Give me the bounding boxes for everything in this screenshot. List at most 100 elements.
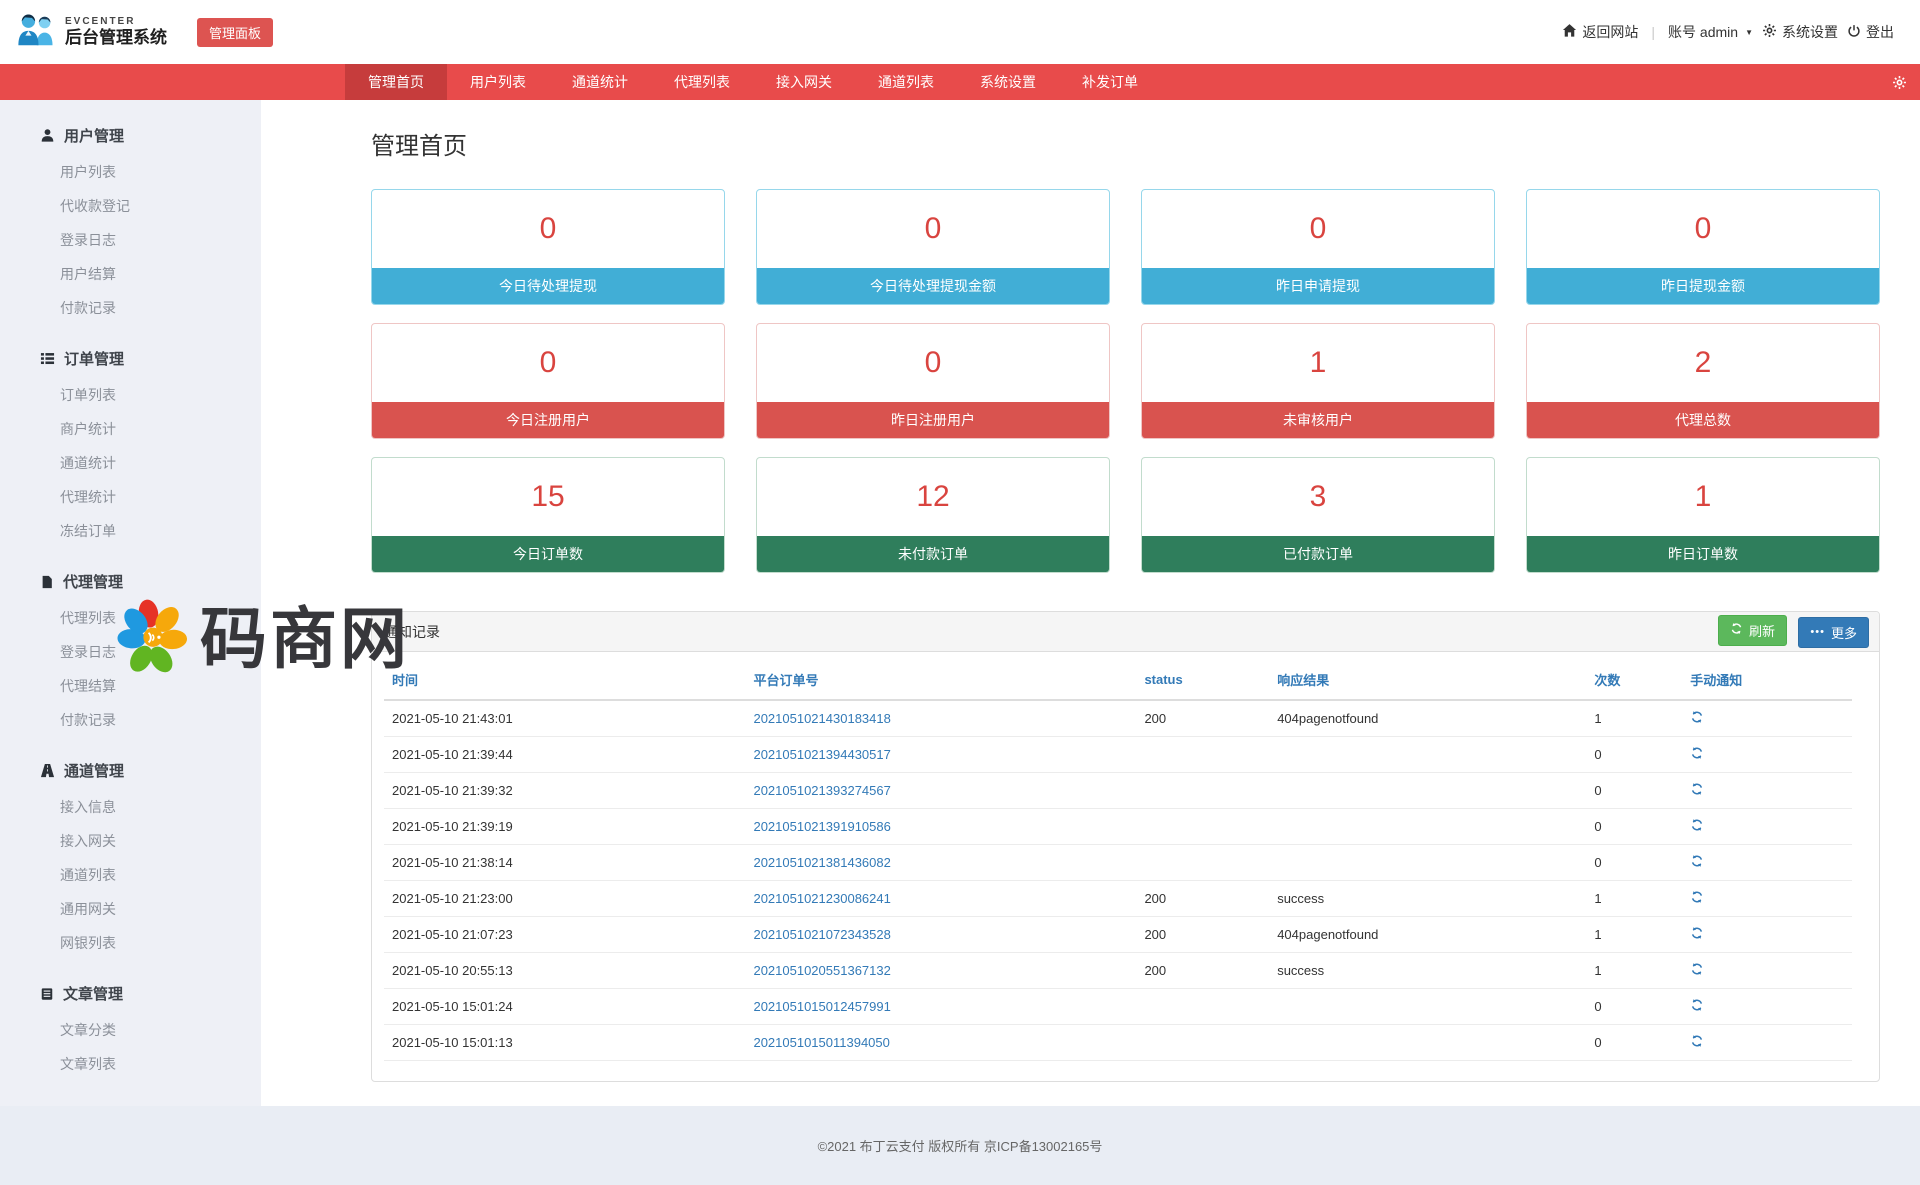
stat-card-value: 0 xyxy=(539,346,557,379)
account-menu[interactable]: 账号 admin ▼ xyxy=(1668,24,1753,40)
sidebar-section-header-3[interactable]: 通道管理 xyxy=(0,751,261,790)
sidebar-item-1-0[interactable]: 订单列表 xyxy=(60,387,116,403)
system-settings-link[interactable]: 系统设置 xyxy=(1762,22,1838,42)
sidebar-item-2-0[interactable]: 代理列表 xyxy=(60,610,116,626)
sidebar-section-header-4[interactable]: 文章管理 xyxy=(0,974,261,1013)
order-number-link[interactable]: 2021051015012457991 xyxy=(753,999,891,1014)
order-number-link[interactable]: 2021051021072343528 xyxy=(753,927,891,942)
stat-card-2-2[interactable]: 3 已付款订单 xyxy=(1141,457,1495,573)
cell-status: 200 xyxy=(1136,700,1270,737)
main-content: 管理首页 0 今日待处理提现 0 今日待处理提现金额 0 昨日申请提现 0 昨日提现金额 0 今日… xyxy=(261,100,1920,1106)
cell-manual-notify xyxy=(1682,880,1852,917)
order-number-link[interactable]: 2021051021230086241 xyxy=(753,891,891,906)
manual-notify-refresh-icon[interactable] xyxy=(1690,710,1704,724)
nav-tab-7[interactable]: 补发订单 xyxy=(1082,74,1138,90)
manual-notify-refresh-icon[interactable] xyxy=(1690,998,1704,1012)
sidebar-item-3-4[interactable]: 网银列表 xyxy=(60,935,116,951)
manual-notify-refresh-icon[interactable] xyxy=(1690,926,1704,940)
sidebar-item-2-1[interactable]: 登录日志 xyxy=(60,644,116,660)
cell-status xyxy=(1136,736,1270,773)
stat-card-1-0[interactable]: 0 今日注册用户 xyxy=(371,323,725,439)
sidebar-item-0-0[interactable]: 用户列表 xyxy=(60,164,116,180)
stat-card-2-3[interactable]: 1 昨日订单数 xyxy=(1526,457,1880,573)
sidebar-item-4-0[interactable]: 文章分类 xyxy=(60,1022,116,1038)
sidebar-item-0-2[interactable]: 登录日志 xyxy=(60,232,116,248)
nav-tab-2[interactable]: 通道统计 xyxy=(572,74,628,90)
stat-card-0-3[interactable]: 0 昨日提现金额 xyxy=(1526,189,1880,305)
sidebar-item-4-1[interactable]: 文章列表 xyxy=(60,1056,116,1072)
cell-manual-notify xyxy=(1682,988,1852,1025)
cell-order-no: 2021051021072343528 xyxy=(745,916,1137,953)
more-button[interactable]: ••• 更多 xyxy=(1798,617,1869,649)
cell-manual-notify xyxy=(1682,736,1852,773)
sidebar-item-1-4[interactable]: 冻结订单 xyxy=(60,523,116,539)
cell-status xyxy=(1136,808,1270,845)
order-number-link[interactable]: 2021051021394430517 xyxy=(753,747,891,762)
order-number-link[interactable]: 2021051015011394050 xyxy=(753,1035,890,1050)
sidebar-item-0-4[interactable]: 付款记录 xyxy=(60,300,116,316)
stat-card-0-2[interactable]: 0 昨日申请提现 xyxy=(1141,189,1495,305)
sidebar-item-3-1[interactable]: 接入网关 xyxy=(60,833,116,849)
nav-tab-5[interactable]: 通道列表 xyxy=(878,74,934,90)
sidebar-section-header-1[interactable]: 订单管理 xyxy=(0,339,261,378)
order-number-link[interactable]: 2021051020551367132 xyxy=(753,963,891,978)
column-header-4[interactable]: 次数 xyxy=(1586,660,1683,701)
stat-card-label: 代理总数 xyxy=(1527,402,1879,438)
stat-card-0-0[interactable]: 0 今日待处理提现 xyxy=(371,189,725,305)
article-icon xyxy=(40,987,54,1001)
cell-time: 2021-05-10 21:43:01 xyxy=(384,700,746,737)
nav-tab-1[interactable]: 用户列表 xyxy=(470,74,526,90)
stat-card-value: 1 xyxy=(1694,480,1712,513)
manual-notify-refresh-icon[interactable] xyxy=(1690,782,1704,796)
notify-records-panel: 通知记录 刷新 ••• 更多 xyxy=(371,611,1880,1082)
cell-time: 2021-05-10 21:23:00 xyxy=(384,880,746,917)
column-header-1[interactable]: 平台订单号 xyxy=(745,660,1137,701)
stat-card-0-1[interactable]: 0 今日待处理提现金额 xyxy=(756,189,1110,305)
sidebar-item-1-1[interactable]: 商户统计 xyxy=(60,421,116,437)
sidebar-item-2-2[interactable]: 代理结算 xyxy=(60,678,116,694)
sidebar-item-0-3[interactable]: 用户结算 xyxy=(60,266,116,282)
refresh-button[interactable]: 刷新 xyxy=(1717,614,1787,646)
sidebar-item-3-3[interactable]: 通用网关 xyxy=(60,901,116,917)
stat-card-2-1[interactable]: 12 未付款订单 xyxy=(756,457,1110,573)
manual-notify-refresh-icon[interactable] xyxy=(1690,1034,1704,1048)
manual-notify-refresh-icon[interactable] xyxy=(1690,890,1704,904)
sidebar-item-1-3[interactable]: 代理统计 xyxy=(60,489,116,505)
order-number-link[interactable]: 2021051021430183418 xyxy=(753,711,891,726)
stat-card-1-2[interactable]: 1 未审核用户 xyxy=(1141,323,1495,439)
manual-notify-refresh-icon[interactable] xyxy=(1690,854,1704,868)
manual-notify-refresh-icon[interactable] xyxy=(1690,818,1704,832)
admin-panel-badge[interactable]: 管理面板 xyxy=(197,17,274,47)
sidebar-item-3-0[interactable]: 接入信息 xyxy=(60,799,116,815)
order-number-link[interactable]: 2021051021393274567 xyxy=(753,783,891,798)
sidebar-item-3-2[interactable]: 通道列表 xyxy=(60,867,116,883)
stat-card-1-1[interactable]: 0 昨日注册用户 xyxy=(756,323,1110,439)
cell-time: 2021-05-10 20:55:13 xyxy=(384,952,746,989)
stat-card-2-0[interactable]: 15 今日订单数 xyxy=(371,457,725,573)
cell-order-no: 2021051021430183418 xyxy=(745,700,1137,737)
column-header-0[interactable]: 时间 xyxy=(384,660,746,701)
back-to-site-link[interactable]: 返回网站 xyxy=(1562,22,1638,42)
stat-card-1-3[interactable]: 2 代理总数 xyxy=(1526,323,1880,439)
order-number-link[interactable]: 2021051021381436082 xyxy=(753,855,891,870)
order-number-link[interactable]: 2021051021391910586 xyxy=(753,819,891,834)
nav-tab-4[interactable]: 接入网关 xyxy=(776,74,832,90)
column-header-5[interactable]: 手动通知 xyxy=(1682,660,1852,701)
cell-result xyxy=(1269,772,1587,809)
logout-link[interactable]: 登出 xyxy=(1847,22,1894,42)
sidebar-item-1-2[interactable]: 通道统计 xyxy=(60,455,116,471)
footer: ©2021 布丁云支付 版权所有 京ICP备13002165号 xyxy=(0,1106,1920,1185)
manual-notify-refresh-icon[interactable] xyxy=(1690,746,1704,760)
column-header-3[interactable]: 响应结果 xyxy=(1269,660,1587,701)
sidebar-item-2-3[interactable]: 付款记录 xyxy=(60,712,116,728)
sidebar-section-header-0[interactable]: 用户管理 xyxy=(0,116,261,155)
sidebar-section-header-2[interactable]: 代理管理 xyxy=(0,562,261,601)
nav-tab-3[interactable]: 代理列表 xyxy=(674,74,730,90)
nav-gear-icon[interactable] xyxy=(1892,64,1907,100)
nav-tab-6[interactable]: 系统设置 xyxy=(980,74,1036,90)
nav-tab-0[interactable]: 管理首页 xyxy=(345,64,447,100)
stat-card-label: 未审核用户 xyxy=(1142,402,1494,438)
column-header-2[interactable]: status xyxy=(1136,660,1270,701)
sidebar-item-0-1[interactable]: 代收款登记 xyxy=(60,198,130,214)
manual-notify-refresh-icon[interactable] xyxy=(1690,962,1704,976)
